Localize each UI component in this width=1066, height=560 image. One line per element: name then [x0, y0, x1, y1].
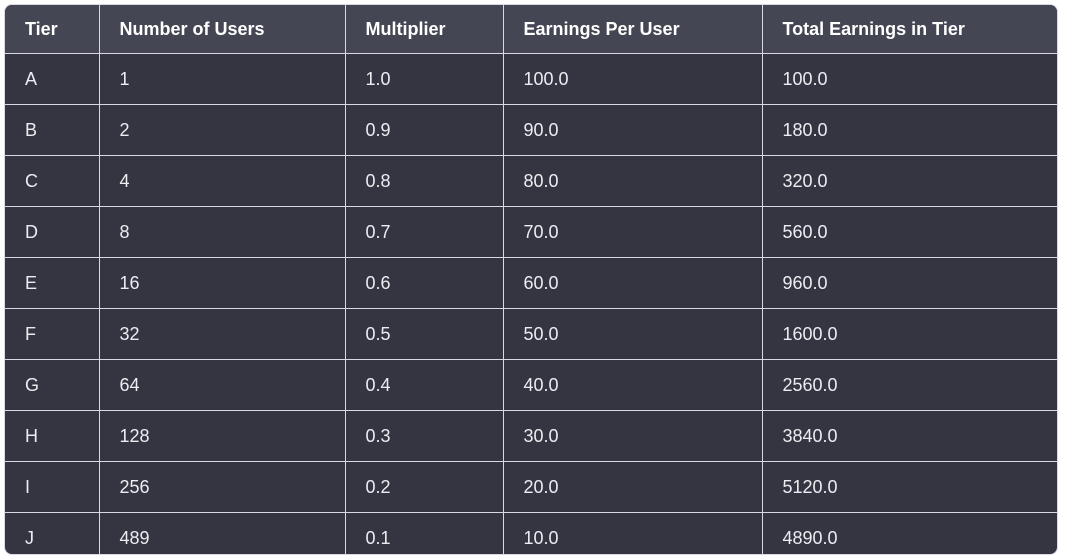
cell-earnings-per-user: 20.0: [502, 461, 763, 513]
cell-tier: I: [5, 461, 100, 513]
cell-total-earnings: 4890.0: [761, 512, 1057, 554]
table-header: Tier Number of Users Multiplier Earnings…: [5, 5, 1057, 54]
cell-total-earnings: 5120.0: [761, 461, 1057, 513]
cell-earnings-per-user: 90.0: [502, 104, 763, 156]
column-header-total-earnings-in-tier: Total Earnings in Tier: [761, 5, 1057, 54]
table-body: A 1 1.0 100.0 100.0 B 2 0.9 90.0 180.0 C…: [5, 53, 1057, 554]
cell-earnings-per-user: 60.0: [502, 257, 763, 309]
cell-multiplier: 1.0: [344, 53, 504, 105]
cell-total-earnings: 1600.0: [761, 308, 1057, 360]
cell-tier: C: [5, 155, 100, 207]
table-container: Tier Number of Users Multiplier Earnings…: [4, 4, 1058, 555]
column-header-tier: Tier: [5, 5, 100, 54]
cell-multiplier: 0.5: [344, 308, 504, 360]
cell-tier: H: [5, 410, 100, 462]
cell-number-of-users: 128: [98, 410, 346, 462]
cell-tier: B: [5, 104, 100, 156]
table-row: B 2 0.9 90.0 180.0: [5, 104, 1057, 156]
cell-multiplier: 0.4: [344, 359, 504, 411]
cell-tier: A: [5, 53, 100, 105]
cell-total-earnings: 2560.0: [761, 359, 1057, 411]
cell-number-of-users: 4: [98, 155, 346, 207]
cell-tier: F: [5, 308, 100, 360]
cell-number-of-users: 64: [98, 359, 346, 411]
cell-number-of-users: 32: [98, 308, 346, 360]
cell-tier: J: [5, 512, 100, 554]
cell-multiplier: 0.8: [344, 155, 504, 207]
table-row: I 256 0.2 20.0 5120.0: [5, 461, 1057, 513]
cell-earnings-per-user: 80.0: [502, 155, 763, 207]
table-row: J 489 0.1 10.0 4890.0: [5, 512, 1057, 554]
cell-earnings-per-user: 40.0: [502, 359, 763, 411]
table-row: A 1 1.0 100.0 100.0: [5, 53, 1057, 105]
cell-earnings-per-user: 30.0: [502, 410, 763, 462]
cell-earnings-per-user: 70.0: [502, 206, 763, 258]
column-header-multiplier: Multiplier: [344, 5, 504, 54]
cell-total-earnings: 180.0: [761, 104, 1057, 156]
cell-multiplier: 0.6: [344, 257, 504, 309]
cell-number-of-users: 1: [98, 53, 346, 105]
table-row: G 64 0.4 40.0 2560.0: [5, 359, 1057, 411]
cell-total-earnings: 320.0: [761, 155, 1057, 207]
cell-number-of-users: 16: [98, 257, 346, 309]
cell-earnings-per-user: 10.0: [502, 512, 763, 554]
column-header-earnings-per-user: Earnings Per User: [502, 5, 763, 54]
column-header-number-of-users: Number of Users: [98, 5, 346, 54]
cell-tier: E: [5, 257, 100, 309]
cell-multiplier: 0.9: [344, 104, 504, 156]
table-row: E 16 0.6 60.0 960.0: [5, 257, 1057, 309]
table-row: F 32 0.5 50.0 1600.0: [5, 308, 1057, 360]
cell-earnings-per-user: 50.0: [502, 308, 763, 360]
cell-multiplier: 0.3: [344, 410, 504, 462]
cell-total-earnings: 560.0: [761, 206, 1057, 258]
cell-multiplier: 0.7: [344, 206, 504, 258]
cell-number-of-users: 8: [98, 206, 346, 258]
cell-tier: D: [5, 206, 100, 258]
cell-number-of-users: 256: [98, 461, 346, 513]
cell-total-earnings: 960.0: [761, 257, 1057, 309]
header-row: Tier Number of Users Multiplier Earnings…: [5, 5, 1057, 54]
cell-total-earnings: 100.0: [761, 53, 1057, 105]
cell-earnings-per-user: 100.0: [502, 53, 763, 105]
table-row: D 8 0.7 70.0 560.0: [5, 206, 1057, 258]
cell-tier: G: [5, 359, 100, 411]
table-row: H 128 0.3 30.0 3840.0: [5, 410, 1057, 462]
table-row: C 4 0.8 80.0 320.0: [5, 155, 1057, 207]
cell-multiplier: 0.2: [344, 461, 504, 513]
cell-multiplier: 0.1: [344, 512, 504, 554]
cell-number-of-users: 2: [98, 104, 346, 156]
earnings-table: Tier Number of Users Multiplier Earnings…: [5, 5, 1057, 554]
cell-total-earnings: 3840.0: [761, 410, 1057, 462]
cell-number-of-users: 489: [98, 512, 346, 554]
